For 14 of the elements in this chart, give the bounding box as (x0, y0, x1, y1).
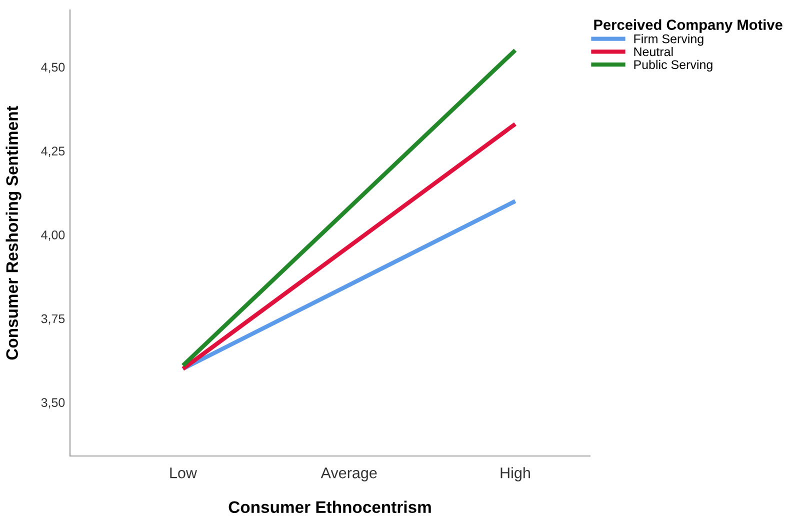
x-tick-label: Low (170, 468, 198, 478)
legend-title: Perceived Company Motive (594, 19, 782, 33)
y-axis-title: Consumer Reshoring Sentiment (6, 106, 22, 360)
legend-label: Neutral (634, 46, 673, 56)
x-tick-label: High (500, 467, 530, 482)
y-tick-label: 3,50 (41, 398, 65, 408)
y-tick-label: 4,00 (41, 230, 65, 241)
x-axis-title: Consumer Ethnocentrism (228, 500, 431, 514)
y-tick-label: 4,25 (41, 146, 65, 157)
y-tick-label: 3,75 (41, 314, 65, 325)
legend-label: Public Serving (634, 60, 712, 72)
x-tick-label: Average (320, 468, 377, 482)
legend-label: Firm Serving (634, 34, 704, 46)
y-tick-label: 4,50 (41, 62, 65, 74)
